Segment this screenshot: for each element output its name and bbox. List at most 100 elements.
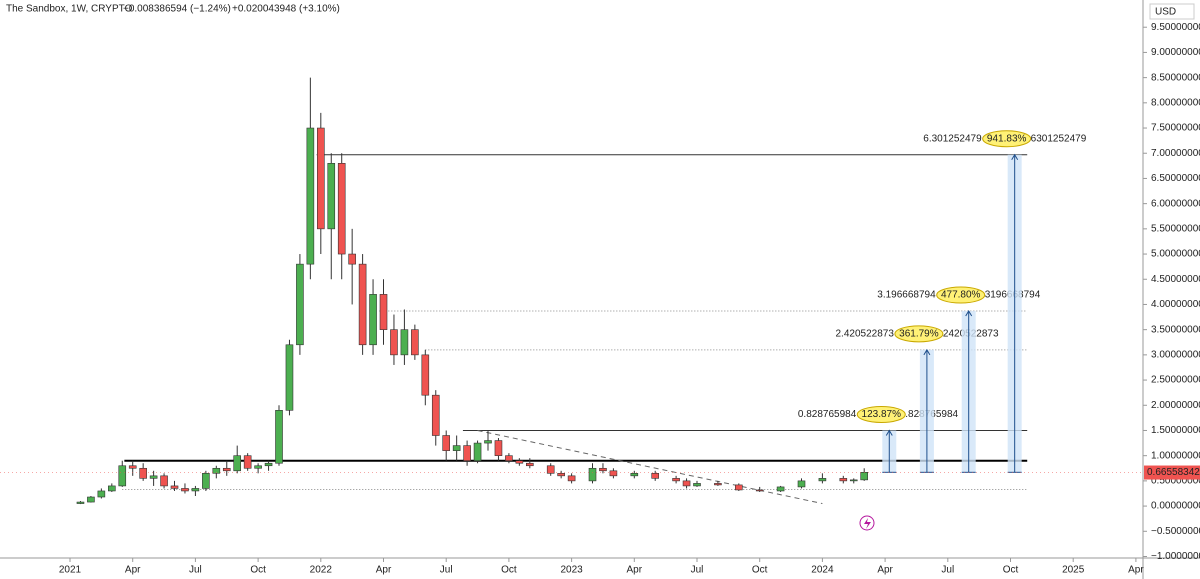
candle-body (337, 163, 346, 255)
percent-highlight (856, 405, 906, 423)
candle-body (776, 486, 785, 492)
y-tick-label: 4.000000000 (1151, 299, 1200, 310)
y-tick-label: −1.000000000 (1151, 551, 1200, 562)
candle-body (609, 470, 618, 477)
x-tick-label: 2021 (59, 565, 82, 576)
candle-body (400, 329, 409, 356)
candle-body (421, 354, 430, 396)
candle-body (494, 440, 503, 456)
candle-body (599, 467, 607, 472)
percent-highlight (894, 325, 944, 343)
currency[interactable]: USD (1155, 7, 1176, 18)
y-tick-label: 7.000000000 (1151, 148, 1200, 159)
y-tick-label: 2.500000000 (1151, 375, 1200, 386)
candle-body (191, 488, 200, 492)
chart-title: The Sandbox, 1W, CRYPTO (6, 4, 133, 15)
candle-body (128, 465, 137, 469)
candle-body (348, 253, 356, 265)
candle-body (839, 478, 848, 482)
candle-body (714, 483, 722, 486)
candle-body (306, 127, 315, 265)
candle-body (202, 473, 210, 489)
y-tick-label: 5.000000000 (1151, 249, 1200, 260)
y-tick-label: 0.500000000 (1151, 476, 1200, 487)
x-tick-label: Oct (250, 565, 266, 576)
x-tick-label: 2025 (1062, 565, 1085, 576)
y-tick-label: 3.500000000 (1151, 324, 1200, 335)
event-icon-bolt (864, 518, 871, 529)
x-tick-label: Jul (189, 565, 202, 576)
candle-body (233, 455, 242, 472)
candle-body (317, 127, 325, 230)
candle-body (243, 455, 252, 469)
candle-body (860, 472, 868, 481)
target-label: 2.420522873 (835, 328, 894, 339)
candle-body (108, 485, 116, 492)
candle-body (546, 465, 555, 474)
y-tick-label: 1.500000000 (1151, 425, 1200, 436)
target-label: 3.196668794 (877, 290, 936, 301)
target-label: 6.301252479 (923, 133, 982, 144)
candle-body (431, 394, 440, 436)
x-tick-label: Oct (501, 565, 517, 576)
y-tick-label: 3.000000000 (1151, 350, 1200, 361)
y-tick-label: 9.000000000 (1151, 47, 1200, 58)
target-label-right: 6301252479 (1031, 133, 1087, 144)
candle-body (526, 462, 534, 467)
candle-body (484, 440, 492, 444)
candle-body (87, 496, 95, 503)
candle-body (693, 483, 701, 487)
y-tick-label: 6.000000000 (1151, 198, 1200, 209)
candle-body (473, 442, 482, 462)
candle-body (170, 485, 179, 489)
y-tick-label: 8.000000000 (1151, 97, 1200, 108)
x-tick-label: Apr (877, 565, 893, 576)
arrow-head (965, 310, 973, 317)
y-tick-label: 4.500000000 (1151, 274, 1200, 285)
x-tick-label: Jul (440, 565, 453, 576)
currency-box[interactable] (1149, 3, 1195, 20)
target-label: 0.828765984 (798, 409, 857, 420)
x-tick-label: 2022 (310, 565, 333, 576)
candle-body (651, 473, 660, 479)
candle-body (442, 435, 451, 451)
x-tick-label: Oct (1003, 565, 1019, 576)
candle-body (818, 478, 827, 482)
arrow-head (885, 429, 893, 436)
x-tick-label: 2023 (560, 565, 583, 576)
candle-body (515, 460, 524, 464)
candle-body (327, 163, 336, 230)
candle-body (755, 489, 764, 492)
candle-body (452, 445, 461, 451)
y-tick-label: 8.500000000 (1151, 72, 1200, 83)
candle-body (118, 465, 127, 487)
target-percent: 477.80% (941, 290, 981, 301)
candle-body (285, 344, 294, 411)
candle-body (505, 455, 513, 462)
candle-body (76, 501, 85, 504)
y-tick-label: 0.000000000 (1151, 501, 1200, 512)
target-percent: 941.83% (987, 133, 1027, 144)
x-tick-label: Apr (627, 565, 643, 576)
event-icon[interactable] (859, 515, 875, 531)
candle-body (212, 467, 221, 474)
y-tick-label: 2.000000000 (1151, 400, 1200, 411)
candle-body (369, 294, 377, 346)
y-tick-label: 5.500000000 (1151, 223, 1200, 234)
candle-body (463, 445, 471, 462)
y-tick-label: 6.500000000 (1151, 173, 1200, 184)
last-price-box (1144, 465, 1200, 480)
candle-body (222, 467, 231, 472)
change: −0.008386594 (−1.24%) (123, 4, 231, 15)
y-tick-label: −0.500000000 (1151, 526, 1200, 537)
candle-body (588, 467, 597, 482)
arrow-head (923, 348, 931, 356)
x-tick-label: Apr (1128, 565, 1144, 576)
candle-body (849, 479, 858, 482)
candle-body (254, 465, 262, 469)
y-tick-label: 7.500000000 (1151, 123, 1200, 134)
arrow-head (1011, 153, 1019, 161)
candle-body (379, 294, 388, 330)
